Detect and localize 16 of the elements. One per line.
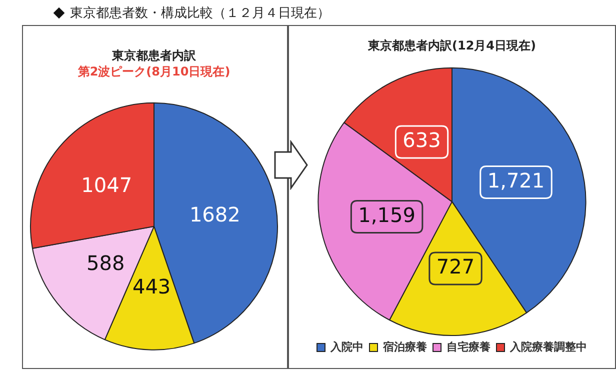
data-label: 727 (436, 254, 475, 279)
data-label: 1,159 (358, 202, 416, 227)
data-label: 1682 (189, 202, 240, 226)
data-label: 1,721 (487, 168, 545, 192)
chart-title: 東京都患者内訳(12月4日現在) (366, 38, 536, 52)
legend-label: 入院中 (330, 340, 364, 354)
data-label: 633 (402, 128, 441, 152)
chart-subtitle: 第2波ピーク(8月10日現在) (76, 64, 230, 79)
data-label: 588 (86, 250, 125, 275)
data-label: 1047 (81, 173, 132, 198)
legend-label: 入院療養調整中 (509, 340, 587, 354)
text: 東京都患者数・構成比較（１２月４日現在） (70, 5, 330, 22)
legend-label: 自宅療養 (446, 340, 492, 354)
data-label: 443 (132, 274, 171, 298)
chart-title: 東京都患者内訳 (111, 48, 197, 62)
legend-label: 宿泊療養 (382, 340, 428, 354)
